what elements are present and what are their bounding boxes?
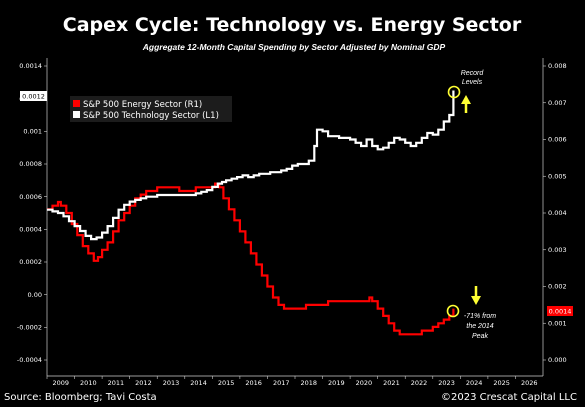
right-tick-label: 0.006 [548,136,567,144]
series-layer [47,90,455,336]
x-tick-label: 2022 [411,379,428,387]
right-tick-label: 0.000 [548,356,567,364]
x-tick-label: 2012 [135,379,152,387]
x-tick-label: 2020 [356,379,373,387]
x-axis-ticks: 2009 2010 2011 2012 2013 2014 2015 2016 2017 2018… [46,376,538,387]
left-tick-label: -0.0004 [17,356,42,364]
left-tick-label: 0.001 [23,128,42,136]
badge-left: 0.0012 [20,91,47,101]
left-tick-label: 0.0008 [19,160,42,168]
left-axis-ticks: -0.0004 -0.0002 0.00 0.0002 0.0004 0.0006 0.00… [17,62,47,364]
legend-background [70,96,232,122]
right-tick-label: 0.007 [548,99,567,107]
annotation-energy-line2: the 2014 [466,323,493,330]
x-tick-label: 2026 [521,379,538,387]
badge-right-box [547,306,573,316]
down-arrow-icon [471,286,481,305]
chart-title: Capex Cycle: Technology vs. Energy Secto… [63,14,522,36]
legend-label-energy: S&P 500 Energy Sector (R1) [83,100,202,110]
right-tick-label: 0.001 [548,319,567,327]
x-tick-label: 2016 [245,379,262,387]
chart-subtitle: Aggregate 12-Month Capital Spending by S… [142,42,446,52]
x-tick-label: 2021 [383,379,400,387]
right-tick-label: 0.003 [548,246,567,254]
right-tick-label: 0.005 [548,172,567,180]
energy-peak-marker [446,304,460,318]
x-tick-label: 2025 [493,379,510,387]
x-tick-label: 2013 [163,379,180,387]
x-tick-label: 2023 [438,379,455,387]
x-tick-label: 2011 [108,379,125,387]
x-tick-label: 2017 [273,379,290,387]
badge-right-value: 0.0014 [549,308,572,316]
legend-swatch-tech [73,111,80,118]
x-tick-label: 2019 [328,379,345,387]
badge-left-value: 0.0012 [22,93,45,101]
legend-label-tech: S&P 500 Technology Sector (L1) [83,111,219,121]
annotation-energy-line1: -71% from [464,313,496,320]
left-tick-label: 0.0006 [19,193,42,201]
tech-record-marker [447,85,461,99]
left-tick-label: -0.0002 [17,324,42,332]
x-tick-label: 2015 [218,379,235,387]
left-tick-label: 0.0004 [19,226,42,234]
right-tick-label: 0.004 [548,209,567,217]
footer-copyright: ©2023 Crescat Capital LLC [441,392,577,403]
annotation-record-levels-line2: Levels [462,79,483,86]
legend: S&P 500 Energy Sector (R1) S&P 500 Techn… [70,96,232,122]
right-tick-label: 0.008 [548,62,567,70]
right-axis-ticks: 0.000 0.001 0.002 0.003 0.004 0.005 0.006 0.007… [543,62,567,364]
footer-source: Source: Bloomberg; Tavi Costa [4,392,157,403]
annotation-record-levels-line1: Record [461,70,485,77]
badge-left-box [20,91,47,101]
x-tick-label: 2024 [466,379,483,387]
right-tick-label: 0.002 [548,283,567,291]
x-tick-label: 2009 [53,379,70,387]
tech-series-line [47,90,455,241]
legend-swatch-energy [73,100,80,107]
energy-series-line [47,182,455,336]
x-tick-label: 2014 [190,379,207,387]
left-tick-label: 0.0014 [19,62,42,70]
x-tick-label: 2010 [80,379,97,387]
left-tick-label: 0.00 [28,291,42,299]
left-tick-label: 0.0002 [19,258,42,266]
up-arrow-icon [461,95,471,113]
annotation-energy-line3: Peak [472,333,488,340]
x-tick-label: 2018 [301,379,318,387]
badge-right: 0.0014 [547,306,573,316]
